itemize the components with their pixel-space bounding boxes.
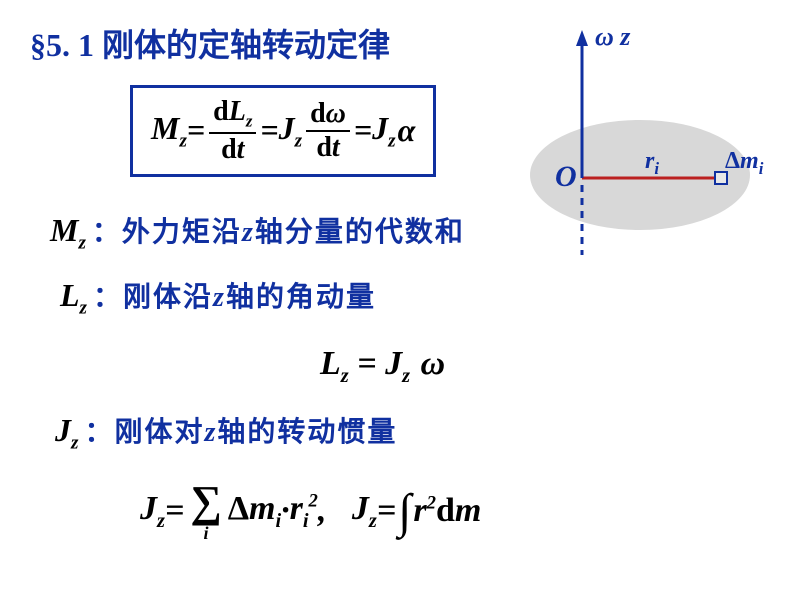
origin-label: O (555, 160, 577, 194)
eq-equals2: = (260, 112, 278, 149)
frac-dw-dt: dω dt (306, 98, 350, 164)
diagram-svg (490, 30, 770, 260)
eq-equals: = (187, 112, 205, 149)
ri-label: ri (645, 148, 659, 179)
sigma-symbol: ∑ i (190, 480, 221, 542)
def-Jz: Jz ：刚体对z轴的转动惯量 (55, 410, 397, 454)
def-Mz: Mz ：外力矩沿z轴分量的代数和 (50, 210, 465, 254)
eq-Mz: Mz (151, 110, 187, 152)
equation-Jz: Jz = ∑ i Δmi · ri2 , Jz = ∫ r2 dm (140, 480, 481, 542)
frac-dLz-dt: dLz dt (209, 96, 256, 166)
integral-symbol: ∫ (398, 484, 411, 539)
equation-Lz: Lz = Jz ω (320, 345, 445, 388)
eq-Jz2: Jz (372, 110, 395, 152)
rotation-diagram: ω z O ri ΔΔmmi (490, 30, 770, 260)
section-title: §5. 1 刚体的定轴转动定律 (30, 20, 390, 66)
def-Lz: Lz ：刚体沿z轴的角动量 (60, 275, 376, 319)
omega-z-label: ω z (595, 22, 630, 52)
eq-alpha: α (398, 112, 416, 149)
dmi-label: ΔΔmmi (725, 148, 763, 179)
z-axis-arrow (576, 30, 588, 46)
eq-equals3: = (354, 112, 372, 149)
eq-Jz1: Jz (279, 110, 302, 152)
main-equation-box: Mz = dLz dt = Jz dω dt = Jz α (130, 85, 436, 177)
